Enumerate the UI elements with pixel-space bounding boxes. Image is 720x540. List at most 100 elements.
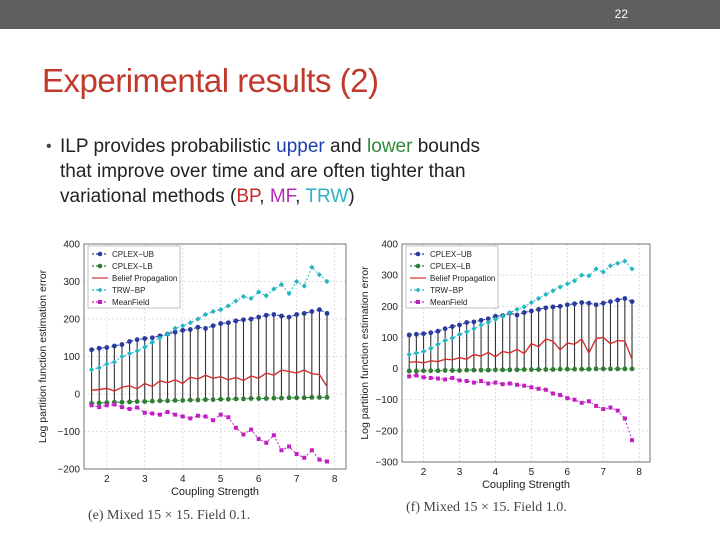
trw-bp-point (104, 361, 110, 367)
cplex-ub-point (187, 327, 193, 332)
mean-field-line (91, 403, 328, 462)
trw-bp-point (464, 329, 470, 335)
cplex-ub-point (104, 345, 110, 350)
mean-field-point (89, 403, 94, 408)
mean-field-point (218, 412, 223, 417)
trw-bp-point (435, 341, 441, 347)
cplex-lb-point (579, 366, 585, 372)
cplex-lb-point (263, 396, 269, 401)
cplex-ub-point (89, 347, 94, 353)
text-segment: ) (348, 186, 355, 207)
mean-field-point (157, 412, 162, 417)
y-tick-label: 100 (381, 333, 398, 344)
mean-field-point (142, 410, 147, 415)
legend-label: CPLEX−UB (112, 250, 154, 259)
trw-bp-point (622, 258, 628, 264)
cplex-ub-point (119, 342, 125, 347)
belief-propagation-line (409, 336, 633, 364)
text-segment: ILP provides probabilistic (60, 136, 277, 157)
cplex-ub-point (127, 339, 132, 344)
trw-bp-point (420, 348, 427, 355)
cplex-lb-point (134, 399, 140, 404)
mean-field-point (550, 391, 555, 396)
trw-bp-point (442, 337, 448, 344)
legend-label: MeanField (430, 298, 467, 307)
cplex-ub-point (485, 316, 491, 322)
trw-bp-point (149, 339, 155, 345)
mean-field-point (97, 405, 102, 410)
trw-bp-point (564, 281, 570, 287)
y-axis-label: Log partition function estimation error (37, 269, 49, 443)
x-axis-label: Coupling Strength (171, 486, 259, 498)
mean-field-point (150, 411, 155, 416)
trw-bp-point (164, 331, 171, 337)
trw-bp-point (413, 350, 419, 356)
mean-field-point (529, 385, 534, 390)
trw-bp-point (278, 281, 285, 288)
trw-bp-point (233, 298, 239, 304)
mean-field-point (325, 459, 330, 464)
mean-field-point (565, 396, 570, 401)
trw-bp-point (96, 365, 102, 371)
belief-propagation-line (91, 369, 328, 392)
trw-bp-point (218, 307, 224, 313)
trw-bp-point (579, 272, 585, 278)
mean-field-point (127, 407, 132, 411)
plot-frame (83, 243, 347, 470)
cplex-lb-point (500, 367, 506, 373)
cplex-ub-point (233, 318, 239, 324)
cplex-lb-point (586, 366, 592, 372)
cplex-ub-point (457, 322, 462, 328)
cplex-lb-point (413, 368, 419, 374)
cplex-ub-point (428, 330, 434, 336)
mean-field-point (119, 405, 124, 410)
legend-marker (97, 287, 103, 293)
mean-field-point (558, 393, 563, 398)
cplex-ub-point (324, 310, 330, 316)
mean-field-point (572, 397, 577, 402)
cplex-ub-point (406, 332, 412, 338)
cplex-ub-point (96, 345, 102, 351)
mean-field-point (317, 457, 322, 462)
plot-frame (401, 243, 651, 463)
mean-field-point (594, 403, 599, 408)
mean-field-point (249, 427, 254, 432)
mean-field-point (233, 425, 238, 430)
cplex-lb-point (301, 395, 307, 401)
cplex-ub-point (279, 313, 284, 319)
cplex-lb-point (187, 397, 193, 403)
trw-bp-point (263, 293, 269, 299)
trw-bp-point (514, 306, 520, 312)
legend-marker (97, 251, 103, 257)
legend-marker (97, 263, 103, 269)
trw-bp-point (202, 311, 209, 318)
trw-bp-point (557, 284, 563, 290)
cplex-ub-point (172, 329, 178, 335)
trw-bp-point (157, 335, 163, 341)
cplex-ub-point (271, 312, 277, 317)
trw-bp-point (172, 325, 178, 331)
mean-field-point (135, 405, 140, 410)
mean-field-point (500, 382, 505, 387)
legend-box (405, 245, 499, 309)
y-tick-label: −100 (57, 427, 80, 438)
trw-bp-point (456, 331, 463, 337)
text-segment: variational methods ( (60, 186, 237, 207)
cplex-lb-point (157, 398, 163, 404)
mean-field-point (180, 414, 185, 419)
cplex-ub-point (471, 319, 477, 325)
cplex-ub-point (210, 323, 216, 329)
cplex-ub-point (615, 297, 621, 303)
cplex-ub-point (413, 331, 419, 337)
cplex-lb-point (564, 366, 570, 372)
cplex-ub-point (263, 312, 269, 318)
x-tick-label: 6 (256, 474, 262, 485)
trw-bp-point (119, 353, 125, 360)
mean-field-point (195, 413, 200, 418)
trw-bp-point (406, 351, 412, 358)
cplex-ub-point (608, 299, 613, 305)
cplex-lb-point (203, 397, 208, 403)
trw-bp-point (629, 266, 635, 272)
mean-field-point (579, 400, 584, 405)
legend-marker (415, 251, 421, 257)
